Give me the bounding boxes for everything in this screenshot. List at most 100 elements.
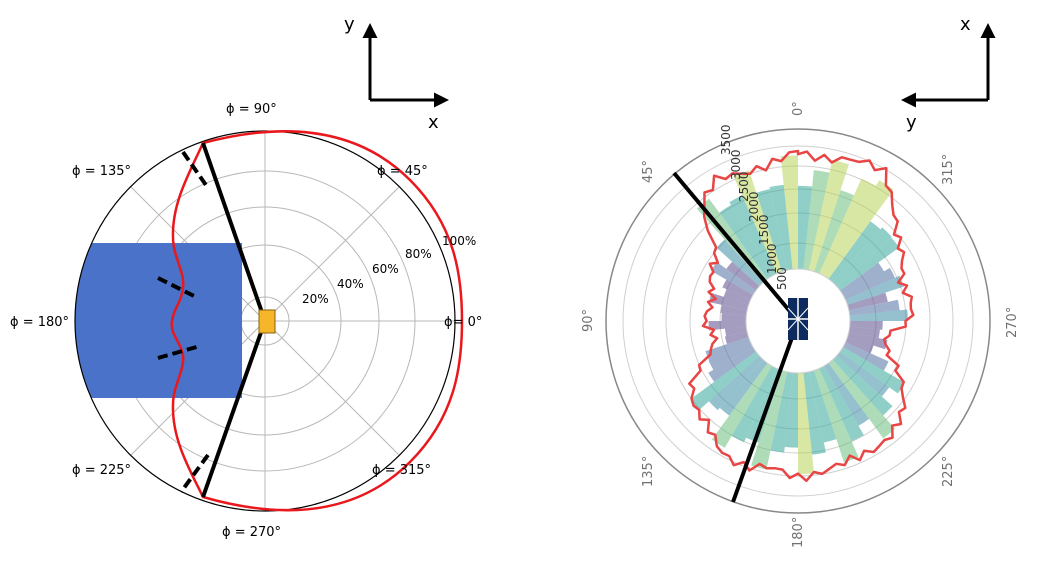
left-dashed-lines	[157, 150, 210, 494]
radial-bar-segment	[731, 366, 777, 443]
radial-bar-segment	[733, 170, 782, 274]
radial-value-2500: 2500	[737, 171, 751, 202]
radial-bar-segment	[803, 371, 826, 455]
radial-label-20: 20%	[302, 292, 329, 306]
radial-bar-segment	[722, 279, 753, 300]
phi-label-315: ϕ = 315°	[372, 463, 431, 478]
radial-bar-segment	[705, 337, 751, 361]
angle-label-0: 0°	[791, 101, 806, 116]
angle-label-45: 45°	[641, 160, 656, 183]
radial-bar-segment	[784, 372, 798, 448]
phi-label-135: ϕ = 135°	[72, 164, 131, 179]
radial-bar-segment	[828, 359, 896, 439]
radial-bar-segment	[840, 347, 905, 394]
radial-bar-segment	[769, 184, 793, 271]
radial-bar-segment	[828, 221, 881, 283]
radial-bar-segment	[751, 370, 788, 470]
radial-bar-segment	[819, 178, 876, 276]
radial-bar-segment	[724, 331, 749, 345]
left-axes-indicator: y x	[344, 14, 449, 133]
radial-bar-segment	[719, 205, 772, 279]
radial-bar-segment	[832, 355, 893, 416]
radial-bar-segment	[814, 368, 859, 463]
radial-bar-segment	[847, 292, 888, 311]
radial-bar-segment	[711, 262, 756, 295]
radial-bar-segment	[724, 289, 751, 305]
radial-bar-segment	[780, 155, 798, 270]
radial-bar-segment	[845, 275, 904, 305]
left-axis-x-label: x	[428, 112, 439, 133]
radial-label-40: 40%	[337, 277, 364, 291]
radial-bar-segment	[711, 363, 772, 448]
radial-bar-segment	[721, 313, 747, 321]
right-axis-x-label: x	[960, 14, 971, 35]
angle-label-315: 315°	[941, 154, 956, 185]
left-polar-plot: ϕ = 90° ϕ = 45° ϕ = 135° ϕ = 180° ϕ= 0° …	[10, 102, 482, 540]
radial-bar-segment	[848, 326, 880, 339]
radial-bar-segment	[708, 355, 764, 411]
radial-bar-segment	[819, 366, 864, 442]
radial-bar-segment	[845, 337, 874, 354]
radial-bar-segment	[836, 351, 890, 397]
right-axis-y-label: y	[906, 112, 917, 133]
right-pattern-outline	[688, 149, 915, 483]
radial-value-3500: 3500	[719, 124, 733, 155]
radial-bar-segment	[770, 371, 793, 453]
radial-bar-segment	[849, 309, 908, 321]
radial-bar-segment	[840, 262, 885, 295]
radial-bar-segment	[832, 227, 892, 287]
right-polar-plot: 0° 45° 90° 135° 180° 225° 270° 315° 500 …	[581, 101, 1020, 548]
phi-label-0: ϕ= 0°	[444, 315, 482, 330]
angle-label-90: 90°	[581, 309, 596, 332]
right-sensor-marker	[787, 298, 809, 340]
radial-bar-segment	[824, 363, 870, 426]
radial-value-3000: 3000	[729, 149, 743, 180]
radial-bar-segment	[824, 180, 894, 279]
angle-label-135: 135°	[641, 456, 656, 487]
radial-bar-segment	[756, 189, 788, 272]
radial-bar-segment	[708, 321, 747, 331]
radial-value-1500: 1500	[757, 214, 771, 245]
radial-value-2000: 2000	[747, 191, 761, 222]
radial-label-80: 80%	[405, 247, 432, 261]
left-axis-y-label: y	[344, 14, 355, 35]
radial-bar-segment	[808, 370, 837, 443]
right-axes-indicator: x y	[901, 14, 996, 133]
radial-bar-segment	[708, 347, 756, 382]
radial-bar-segment	[724, 326, 748, 337]
left-blue-block	[75, 243, 242, 398]
radial-bar-segment	[719, 359, 768, 416]
radial-bar-segment	[808, 159, 849, 272]
left-source-marker	[258, 309, 276, 334]
radial-bar-segment	[690, 351, 760, 411]
radial-label-100: 100%	[442, 234, 476, 248]
radial-bar-segment	[798, 372, 815, 475]
angle-label-225: 225°	[941, 456, 956, 487]
right-radial-bars	[690, 155, 908, 475]
radial-label-60: 60%	[372, 262, 399, 276]
radial-bar-segment	[729, 195, 777, 276]
phi-label-225: ϕ = 225°	[72, 463, 131, 478]
radial-bar-segment	[720, 304, 748, 316]
radial-bar-segment	[708, 342, 753, 370]
radial-bar-segment	[843, 267, 895, 300]
radial-bar-segment	[726, 261, 760, 291]
radial-bar-segment	[843, 342, 889, 371]
right-boundary-lines	[672, 171, 800, 503]
radial-bar-segment	[848, 299, 900, 316]
phi-label-45: ϕ = 45°	[377, 164, 428, 179]
radial-bar-segment	[836, 237, 900, 291]
angle-label-180: 180°	[791, 517, 806, 548]
phi-label-270: ϕ = 270°	[222, 525, 281, 540]
radial-value-1000: 1000	[765, 243, 779, 274]
right-outer-ring	[605, 128, 991, 514]
phi-label-90: ϕ = 90°	[226, 102, 277, 117]
radial-bar-segment	[803, 170, 830, 271]
radial-bar-segment	[716, 239, 764, 287]
radial-bar-segment	[798, 185, 813, 270]
radial-value-500: 500	[775, 267, 789, 290]
radial-bar-segment	[849, 321, 883, 330]
angle-label-270: 270°	[1005, 307, 1020, 338]
radial-bar-segment	[814, 190, 854, 274]
